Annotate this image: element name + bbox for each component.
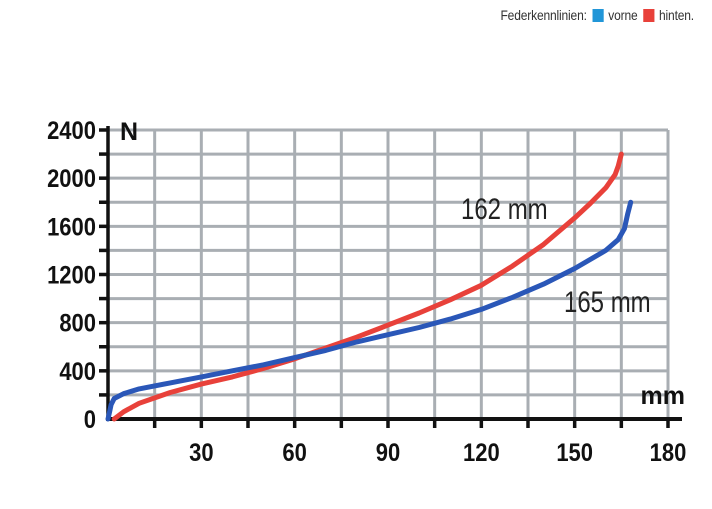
y-tick-label: 1600 xyxy=(47,213,96,241)
annotation-162mm: 162 mm xyxy=(461,191,548,225)
legend-swatch-vorne xyxy=(592,8,604,22)
y-tick-label: 0 xyxy=(84,406,96,434)
y-tick-label: 800 xyxy=(59,309,96,337)
y-axis-label: N xyxy=(120,118,138,146)
y-tick-labels: 0 400 800 1200 1600 2000 2400 xyxy=(47,117,96,434)
legend: Federkennlinien: vorne hinten. xyxy=(500,7,695,23)
x-tick-label: 180 xyxy=(650,439,687,467)
legend-swatch-hinten xyxy=(643,8,655,22)
legend-label-vorne: vorne xyxy=(608,7,638,23)
x-tick-label: 60 xyxy=(282,439,306,467)
annotation-165mm: 165 mm xyxy=(564,284,651,318)
x-tick-label: 120 xyxy=(463,439,500,467)
y-tick-label: 2400 xyxy=(47,117,96,145)
x-tick-label: 150 xyxy=(556,439,593,467)
chart-grid xyxy=(108,128,670,419)
y-tick-label: 400 xyxy=(59,358,96,386)
series-layer xyxy=(105,151,634,422)
chart-axes xyxy=(99,126,682,428)
x-tick-label: 30 xyxy=(189,439,213,467)
legend-label-hinten: hinten. xyxy=(659,7,694,23)
y-tick-label: 1200 xyxy=(47,261,96,289)
x-axis-label: mm xyxy=(641,382,685,410)
x-tick-label: 90 xyxy=(376,439,400,467)
legend-title: Federkennlinien: xyxy=(500,7,587,23)
series-line-165mm xyxy=(105,199,634,422)
series-line-162mm xyxy=(111,151,624,422)
y-tick-label: 2000 xyxy=(47,165,96,193)
x-tick-labels: 30 60 90 120 150 180 xyxy=(189,439,686,467)
